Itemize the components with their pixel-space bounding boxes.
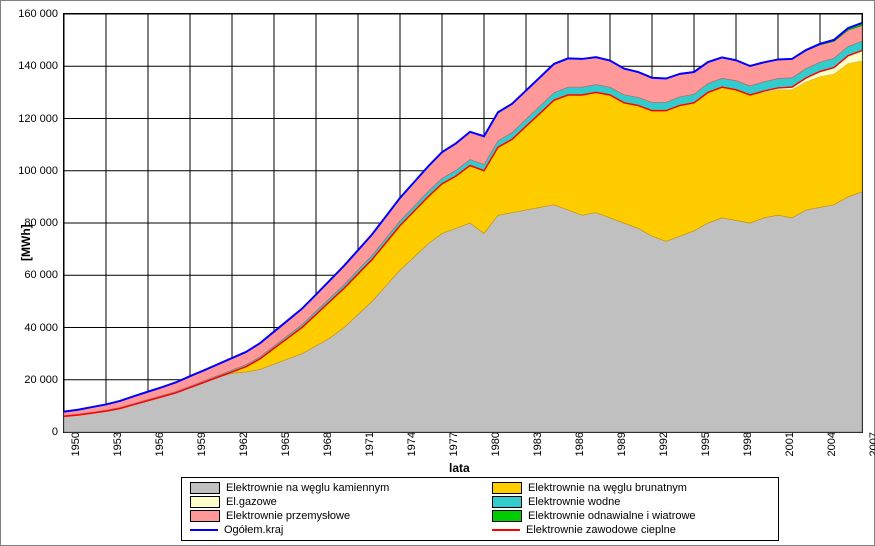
x-tick: 1986 (568, 432, 586, 456)
legend-swatch (492, 496, 522, 508)
legend-label: Elektrownie na węglu brunatnym (528, 482, 687, 494)
legend-item-odnawialne: Elektrownie odnawialne i wiatrowe (492, 510, 770, 522)
legend-label: El.gazowe (226, 496, 277, 508)
x-tick: 1974 (400, 432, 418, 456)
x-tick: 2001 (778, 432, 796, 456)
legend-item-kamiennym: Elektrownie na węglu kamiennym (190, 482, 468, 494)
legend: Elektrownie na węglu kamiennym Elektrowni… (181, 477, 779, 541)
chart-frame: [MWh] 020 00040 00060 00080 000100 00012… (0, 0, 875, 546)
legend-label: Elektrownie zawodowe cieplne (526, 524, 676, 536)
y-tick: 120 000 (18, 113, 64, 125)
legend-swatch (492, 482, 522, 494)
y-tick: 60 000 (24, 269, 64, 281)
plot-svg (64, 14, 862, 432)
x-axis-label: lata (449, 461, 470, 475)
legend-item-wodne: Elektrownie wodne (492, 496, 770, 508)
x-tick: 2007 (862, 432, 875, 456)
y-tick: 160 000 (18, 8, 64, 20)
x-tick: 1968 (316, 432, 334, 456)
plot-area: 020 00040 00060 00080 000100 000120 0001… (63, 13, 863, 433)
legend-label: Elektrownie na węglu kamiennym (226, 482, 389, 494)
x-tick: 1983 (526, 432, 544, 456)
legend-swatch (492, 529, 520, 531)
x-tick: 1980 (484, 432, 502, 456)
legend-item-cieplne: Elektrownie zawodowe cieplne (492, 524, 770, 536)
legend-label: Ogółem.kraj (224, 524, 283, 536)
x-tick: 1953 (106, 432, 124, 456)
x-tick: 1959 (190, 432, 208, 456)
legend-swatch (190, 529, 218, 531)
legend-swatch (190, 482, 220, 494)
legend-item-przemyslowe: Elektrownie przemysłowe (190, 510, 468, 522)
legend-item-brunatnym: Elektrownie na węglu brunatnym (492, 482, 770, 494)
legend-swatch (190, 510, 220, 522)
y-tick: 0 (52, 426, 64, 438)
legend-label: Elektrownie odnawialne i wiatrowe (528, 510, 696, 522)
x-tick: 1962 (232, 432, 250, 456)
x-tick: 1977 (442, 432, 460, 456)
x-tick: 1971 (358, 432, 376, 456)
legend-swatch (492, 510, 522, 522)
legend-swatch (190, 496, 220, 508)
x-tick: 1992 (652, 432, 670, 456)
x-tick: 1965 (274, 432, 292, 456)
x-tick: 1956 (148, 432, 166, 456)
x-tick: 1989 (610, 432, 628, 456)
x-tick: 1950 (64, 432, 82, 456)
legend-label: Elektrownie przemysłowe (226, 510, 350, 522)
y-tick: 140 000 (18, 60, 64, 72)
legend-label: Elektrownie wodne (528, 496, 620, 508)
legend-item-ogolem: Ogółem.kraj (190, 524, 468, 536)
y-tick: 20 000 (24, 374, 64, 386)
y-tick: 100 000 (18, 165, 64, 177)
y-axis-label: [MWh] (19, 224, 33, 261)
x-tick: 1998 (736, 432, 754, 456)
x-tick: 2004 (820, 432, 838, 456)
area-kamiennym (64, 192, 862, 432)
y-tick: 40 000 (24, 322, 64, 334)
y-tick: 80 000 (24, 217, 64, 229)
legend-item-gazowe: El.gazowe (190, 496, 468, 508)
x-tick: 1995 (694, 432, 712, 456)
